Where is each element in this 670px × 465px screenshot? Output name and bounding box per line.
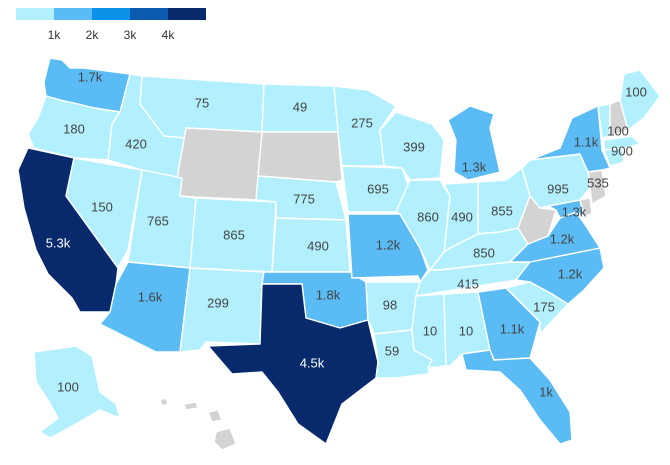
legend-tick-1k: 1k: [47, 28, 61, 42]
state-fl[interactable]: [461, 349, 573, 445]
state-label-co: 865: [223, 227, 245, 242]
legend-swatch-4: [130, 8, 168, 20]
state-label-al: 10: [459, 323, 473, 338]
state-label-la: 59: [385, 343, 399, 358]
state-label-nm: 299: [207, 295, 229, 310]
legend-tick-4k: 4k: [161, 28, 175, 42]
state-hi[interactable]: [159, 397, 237, 451]
state-wi[interactable]: [379, 111, 445, 181]
legend-swatch-5: [168, 8, 206, 20]
state-label-ms: 10: [423, 323, 437, 338]
state-label-ca: 5.3k: [46, 235, 71, 250]
state-label-va: 1.2k: [550, 231, 575, 246]
state-ak[interactable]: [33, 345, 121, 439]
state-label-in: 490: [451, 209, 473, 224]
state-label-fl: 1k: [539, 384, 553, 399]
state-mi[interactable]: [447, 105, 501, 181]
legend-swatch-2: [54, 8, 92, 20]
state-label-nv: 150: [91, 199, 113, 214]
state-label-ak: 100: [57, 379, 79, 394]
state-label-sc: 175: [533, 299, 555, 314]
state-shapes: [17, 57, 661, 451]
state-label-ok: 1.8k: [316, 287, 341, 302]
state-ny[interactable]: [529, 105, 611, 173]
legend-tick-2k: 2k: [85, 28, 99, 42]
state-label-ut: 765: [147, 213, 169, 228]
map-legend: 1k 2k 3k 4k: [16, 8, 206, 42]
state-label-ks: 490: [307, 238, 329, 253]
state-label-ne: 775: [293, 191, 315, 206]
state-wy[interactable]: [173, 127, 263, 201]
state-tx[interactable]: [207, 283, 379, 445]
state-label-vt: 100: [607, 123, 629, 138]
state-label-ia: 695: [367, 181, 389, 196]
state-label-ny: 1.1k: [574, 134, 599, 149]
state-label-ma: 900: [611, 143, 633, 158]
state-label-wa: 1.7k: [78, 69, 103, 84]
state-label-ga: 1.1k: [500, 321, 525, 336]
legend-swatch-1: [16, 8, 54, 20]
state-label-me: 100: [625, 84, 647, 99]
state-ma[interactable]: [603, 135, 641, 151]
state-label-wi: 399: [403, 139, 425, 154]
state-de[interactable]: [579, 197, 593, 217]
state-label-mo: 1.2k: [376, 237, 401, 252]
state-label-pa: 995: [547, 181, 569, 196]
state-label-tx: 4.5k: [300, 355, 325, 370]
state-label-az: 1.6k: [138, 289, 163, 304]
state-label-id: 420: [125, 136, 147, 151]
state-label-ct: 535: [587, 175, 609, 190]
state-label-ar: 98: [383, 297, 397, 312]
state-label-nc: 1.2k: [558, 266, 583, 281]
state-nv[interactable]: [65, 157, 143, 269]
state-label-tn: 415: [457, 276, 479, 291]
state-label-nd: 49: [293, 99, 307, 114]
state-label-ky: 850: [473, 245, 495, 260]
state-me[interactable]: [619, 69, 661, 131]
state-label-md: 1.3k: [562, 204, 587, 219]
state-label-il: 860: [417, 209, 439, 224]
state-label-mt: 75: [195, 95, 209, 110]
legend-swatch-3: [92, 8, 130, 20]
state-label-mn: 275: [351, 115, 373, 130]
state-label-or: 180: [63, 121, 85, 136]
legend-tick-3k: 3k: [123, 28, 137, 42]
state-sd[interactable]: [257, 131, 343, 183]
state-label-oh: 855: [491, 203, 513, 218]
state-value-labels: 1.7k 180 5.3k 150 420 75 765 1.6k 865 299 49 775 490…: [46, 69, 647, 399]
state-label-mi: 1.3k: [462, 159, 487, 174]
